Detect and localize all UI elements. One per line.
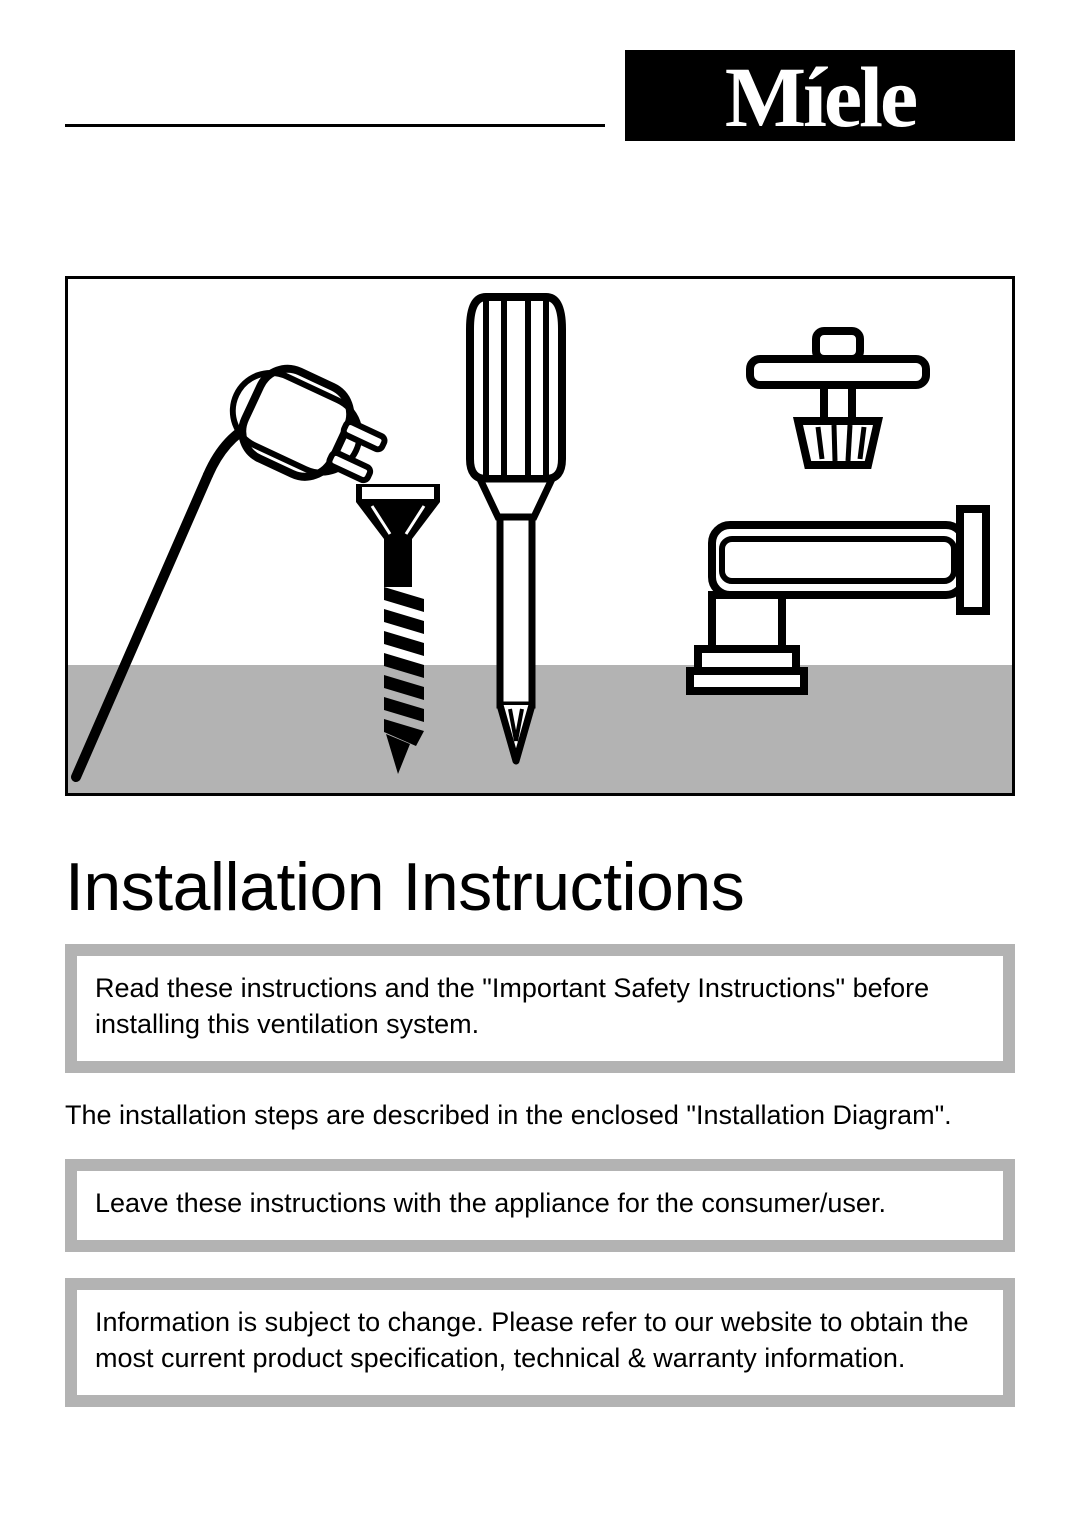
header: Míele xyxy=(65,50,1015,141)
body-see-diagram: The installation steps are described in … xyxy=(65,1097,1015,1133)
brand-logo-text: Míele xyxy=(725,50,916,141)
header-rule xyxy=(65,124,605,127)
page: Míele xyxy=(0,0,1080,1529)
faucet-icon xyxy=(690,331,986,691)
callout-subject-to-change: Information is subject to change. Please… xyxy=(65,1278,1015,1407)
hero-illustration xyxy=(65,276,1015,796)
page-title: Installation Instructions xyxy=(65,848,1015,926)
screwdriver-icon xyxy=(470,295,562,761)
power-plug-icon xyxy=(76,351,396,777)
hero-svg xyxy=(68,279,1012,793)
screw-icon xyxy=(356,484,440,774)
callout-leave-with-appliance: Leave these instructions with the applia… xyxy=(65,1159,1015,1251)
brand-logo: Míele xyxy=(625,50,1015,141)
callout-read-first: Read these instructions and the "Importa… xyxy=(65,944,1015,1073)
